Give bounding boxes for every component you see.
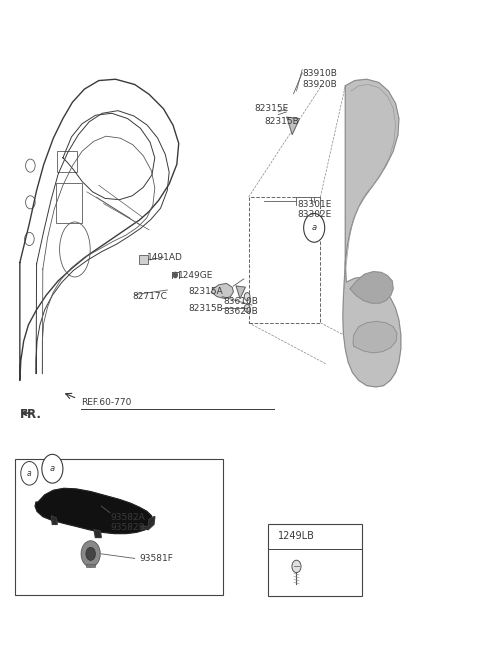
Text: 82315B: 82315B — [264, 117, 299, 127]
Text: 83301E
83302E: 83301E 83302E — [298, 199, 332, 219]
Text: 82315A: 82315A — [189, 287, 223, 297]
Polygon shape — [211, 283, 233, 298]
Polygon shape — [142, 516, 155, 529]
Text: FR.: FR. — [20, 408, 42, 421]
Text: 82315B: 82315B — [189, 304, 223, 313]
Circle shape — [312, 223, 317, 230]
Text: 83610B
83620B: 83610B 83620B — [223, 297, 258, 316]
Text: 1491AD: 1491AD — [147, 253, 182, 262]
Polygon shape — [236, 286, 245, 298]
Text: 82315E: 82315E — [254, 104, 288, 113]
Text: a: a — [50, 464, 55, 473]
Circle shape — [244, 304, 250, 312]
Circle shape — [173, 272, 177, 277]
Bar — [86, 564, 96, 567]
Bar — [15, 459, 223, 595]
Text: 82717C: 82717C — [132, 292, 167, 301]
Bar — [56, 182, 82, 223]
Bar — [57, 152, 77, 173]
Circle shape — [42, 455, 63, 483]
Text: 1249LB: 1249LB — [278, 531, 315, 541]
Bar — [249, 197, 321, 323]
Circle shape — [86, 547, 96, 560]
Circle shape — [21, 462, 38, 485]
Circle shape — [304, 213, 324, 242]
Polygon shape — [287, 117, 300, 134]
Text: 83910B
83920B: 83910B 83920B — [302, 70, 337, 89]
Text: 93581F: 93581F — [140, 554, 173, 563]
Text: 1249GE: 1249GE — [178, 271, 213, 280]
Text: a: a — [312, 223, 317, 232]
Polygon shape — [35, 488, 153, 533]
Polygon shape — [353, 321, 397, 353]
Polygon shape — [343, 79, 401, 387]
Text: 93582A
93582B: 93582A 93582B — [111, 512, 145, 532]
Circle shape — [292, 560, 301, 573]
Bar — [268, 524, 362, 596]
Polygon shape — [94, 529, 101, 537]
Bar — [140, 255, 148, 264]
Text: REF.60-770: REF.60-770 — [81, 398, 132, 407]
Polygon shape — [51, 516, 57, 524]
Polygon shape — [350, 272, 393, 303]
Circle shape — [81, 541, 100, 567]
Text: a: a — [27, 469, 32, 478]
Circle shape — [244, 293, 250, 300]
